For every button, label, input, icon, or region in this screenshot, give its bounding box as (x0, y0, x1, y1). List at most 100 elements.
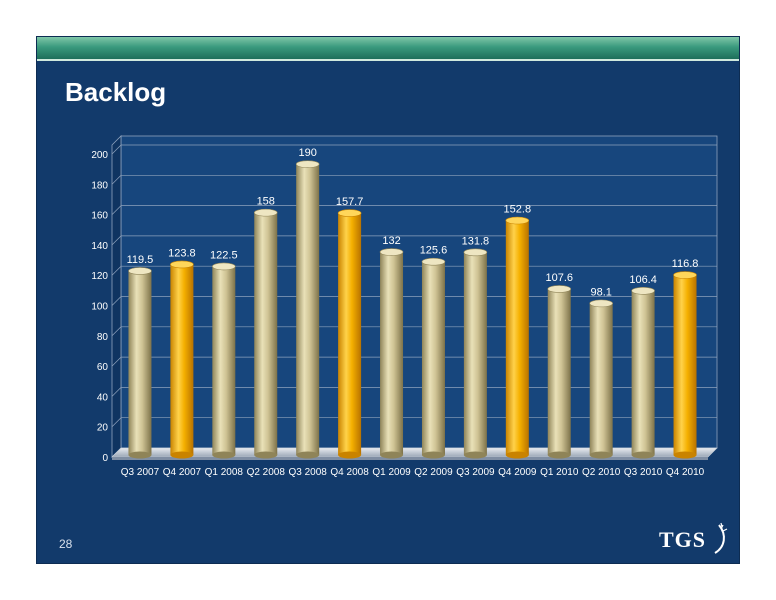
gridline-diagonal (111, 175, 122, 185)
y-tick-label: 20 (97, 423, 109, 434)
top-band (37, 37, 739, 59)
slide: Backlog 0 20 40 60 80 100 120 140 160 180 200 119.5… (36, 36, 740, 564)
y-tick-label: 100 (91, 302, 108, 313)
bar (212, 266, 236, 455)
bar-cap (673, 271, 697, 279)
gridline-diagonal (111, 326, 122, 337)
bar (589, 303, 613, 455)
bar (547, 288, 571, 455)
bar-cap (253, 208, 278, 217)
y-tick-label: 160 (91, 211, 108, 222)
gridline-diagonal (111, 205, 122, 215)
backlog-chart: 0 20 40 60 80 100 120 140 160 180 200 119.5 Q3 2007 1… (91, 135, 718, 478)
x-tick-label: Q1 2010 (540, 467, 579, 478)
data-label: 158 (257, 196, 275, 208)
gridline-diagonal (111, 356, 122, 367)
bar-cap (505, 216, 530, 225)
bar-base (212, 451, 236, 459)
data-label: 131.8 (462, 235, 490, 247)
bar (296, 164, 320, 455)
bar-cap (337, 209, 362, 217)
bar-base (631, 451, 655, 459)
bar-cap (128, 267, 152, 275)
bar-cap (421, 257, 446, 266)
x-tick-label: Q1 2008 (205, 467, 244, 478)
x-tick-label: Q3 2010 (624, 467, 663, 478)
x-tick-label: Q3 2009 (456, 467, 495, 478)
data-label: 116.8 (672, 258, 699, 270)
data-label: 122.5 (210, 249, 238, 261)
logo-swoosh-icon (714, 522, 728, 554)
x-tick-label: Q4 2009 (498, 467, 537, 478)
gridline-diagonal (111, 296, 122, 306)
gridline-diagonal (111, 265, 122, 276)
bar (463, 252, 487, 455)
bar-cap (463, 248, 488, 257)
bar-base (380, 451, 404, 459)
gridline-diagonal (111, 144, 122, 155)
bar (254, 212, 278, 455)
gridline-diagonal (111, 417, 122, 427)
bar (421, 261, 445, 455)
y-tick-label: 0 (102, 453, 108, 464)
x-tick-label: Q3 2008 (288, 467, 327, 478)
bar-cap (212, 262, 236, 271)
bar-base (254, 451, 278, 459)
bar-base (128, 451, 152, 459)
plot-floor-edge (112, 457, 708, 460)
x-tick-label: Q3 2007 (121, 467, 160, 478)
bar (128, 270, 152, 455)
data-label: 107.6 (545, 272, 573, 284)
bar-base (673, 451, 697, 459)
bar-cap (589, 299, 613, 308)
bar (673, 275, 697, 455)
bar-cap (547, 285, 572, 293)
x-tick-label: Q2 2010 (582, 467, 621, 478)
gridline-diagonal (111, 235, 122, 246)
gridline-diagonal (111, 387, 122, 397)
bar-base (589, 451, 613, 459)
bar-base (338, 451, 362, 459)
bar (170, 264, 194, 455)
x-tick-label: Q1 2009 (372, 467, 411, 478)
slide-title: Backlog (65, 77, 167, 107)
bar-base (463, 451, 487, 459)
bar-cap (379, 248, 404, 256)
top-band-line (37, 59, 739, 61)
y-tick-label: 200 (91, 150, 108, 161)
plot-back-wall (120, 135, 718, 449)
y-tick-label: 80 (97, 332, 109, 343)
y-tick-label: 60 (97, 362, 109, 373)
data-label: 98.1 (590, 286, 611, 298)
y-tick-label: 140 (91, 241, 108, 252)
bar-cap (631, 287, 655, 295)
bar-base (505, 451, 529, 459)
page-number: 28 (59, 537, 73, 551)
company-logo: TGS (659, 527, 707, 552)
x-tick-label: Q2 2008 (247, 467, 286, 478)
bar-base (547, 451, 571, 459)
x-tick-label: Q4 2008 (330, 467, 369, 478)
bar-base (170, 451, 194, 459)
y-tick-label: 120 (91, 271, 108, 282)
bar-cap (295, 160, 320, 168)
x-tick-label: Q4 2010 (666, 467, 705, 478)
data-label: 132 (382, 235, 400, 247)
plot-left-wall (111, 135, 122, 458)
data-label: 157.7 (336, 196, 364, 208)
bar-base (421, 451, 445, 459)
data-label: 190 (298, 147, 316, 159)
data-label: 152.8 (504, 204, 532, 216)
bar (631, 290, 655, 455)
plot-floor (111, 447, 718, 458)
data-label: 123.8 (168, 247, 196, 259)
data-label: 125.6 (420, 245, 448, 257)
data-label: 119.5 (127, 254, 154, 266)
bar (338, 213, 362, 455)
x-tick-label: Q4 2007 (163, 467, 202, 478)
bar (380, 252, 404, 455)
y-tick-label: 180 (91, 180, 108, 191)
bar-cap (170, 260, 194, 269)
bar (505, 220, 529, 455)
y-tick-label: 40 (97, 392, 109, 403)
